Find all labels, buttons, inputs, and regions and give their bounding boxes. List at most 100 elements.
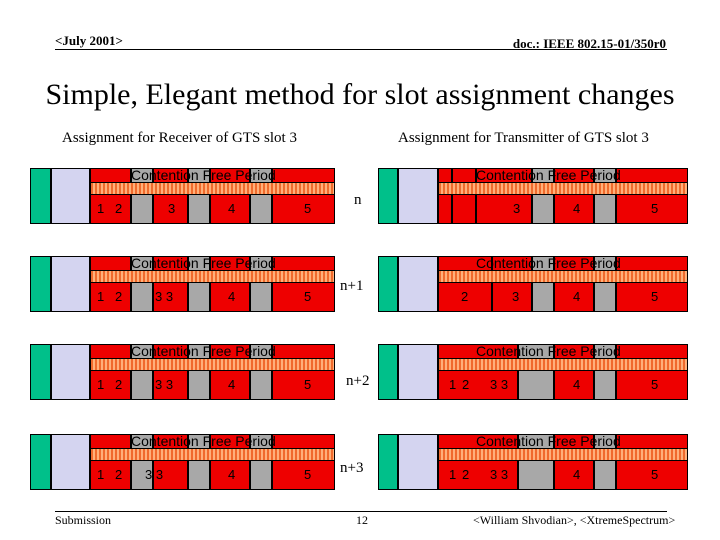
left-row1-gts-slot — [90, 168, 131, 224]
left-row2-slot-label: 5 — [304, 289, 312, 304]
left-row2-beacon-slot — [30, 256, 51, 312]
right-row4-cfp-label: Contention Free Period — [476, 433, 621, 449]
right-row1-gts-slot — [452, 168, 476, 224]
right-row2-gts-slot — [492, 256, 532, 312]
left-row1-slot-label: 1 — [97, 201, 105, 216]
header-rule — [55, 49, 667, 50]
right-row1-beacon-slot — [378, 168, 398, 224]
right-row1-gts-slot — [438, 168, 452, 224]
left-row1-gts-slot — [272, 168, 335, 224]
right-row4-gts-slot — [554, 434, 594, 490]
right-row4-slot-label: 3 3 — [490, 467, 509, 482]
right-row4-idle-slot — [518, 434, 554, 490]
left-row4-slot-label: 2 — [115, 467, 123, 482]
superframe-step-label: n — [354, 192, 362, 208]
right-row3-contention-access-period — [398, 344, 438, 400]
right-row3-slot-label: 2 — [462, 377, 470, 392]
right-row2-beacon-slot — [378, 256, 398, 312]
right-row2-slot-label: 5 — [651, 289, 659, 304]
right-row2-slot-label: 2 — [461, 289, 469, 304]
left-row4-gts-slot — [210, 434, 250, 490]
right-row3-slot-label: 1 — [449, 377, 457, 392]
left-row2-gts-slot — [272, 256, 335, 312]
left-row4-cfp-bar — [90, 448, 335, 461]
left-row3-cfp-label: Contention Free Period — [131, 343, 276, 359]
right-row3-gts-slot — [438, 344, 518, 400]
left-row3-slot-label: 2 — [115, 377, 123, 392]
left-row4-contention-access-period — [51, 434, 90, 490]
left-row3-beacon-slot — [30, 344, 51, 400]
left-row1-cfp-bar — [90, 182, 335, 195]
right-row4-cfp-bar — [438, 448, 688, 461]
right-row1-slot-label: 4 — [573, 201, 581, 216]
left-row4-slot-label: 5 — [304, 467, 312, 482]
left-row4-cfp-label: Contention Free Period — [131, 433, 276, 449]
right-row1-slot-label: 3 — [513, 201, 521, 216]
left-row1-cfp-label: Contention Free Period — [131, 167, 276, 183]
left-row2-cfp-bar — [90, 270, 335, 283]
left-row1-slot-label: 4 — [228, 201, 236, 216]
right-row1-gts-slot — [476, 168, 532, 224]
right-row1-slot-label: 5 — [651, 201, 659, 216]
left-row1-contention-access-period — [51, 168, 90, 224]
right-row4-gts-slot — [616, 434, 688, 490]
left-row2-contention-access-period — [51, 256, 90, 312]
right-row3-idle-slot — [518, 344, 554, 400]
left-row4-beacon-slot — [30, 434, 51, 490]
right-subtitle: Assignment for Transmitter of GTS slot 3 — [398, 130, 649, 146]
left-row3-slot-label: 3 3 — [155, 377, 174, 392]
right-row4-slot-label: 2 — [462, 467, 470, 482]
left-row3-slot-label: 5 — [304, 377, 312, 392]
left-row3-contention-access-period — [51, 344, 90, 400]
left-row2-slot-label: 1 — [97, 289, 105, 304]
superframe-step-label: n+1 — [340, 278, 364, 294]
right-row2-gts-slot — [616, 256, 688, 312]
right-row3-beacon-slot — [378, 344, 398, 400]
footer-rule — [55, 511, 667, 512]
right-row3-cfp-label: Contention Free Period — [476, 343, 621, 359]
left-row1-slot-label: 3 — [168, 201, 176, 216]
right-row3-slot-label: 5 — [651, 377, 659, 392]
left-row2-gts-slot — [210, 256, 250, 312]
left-row3-slot-label: 4 — [228, 377, 236, 392]
right-row1-contention-access-period — [398, 168, 438, 224]
right-row2-cfp-label: Contention Free Period — [476, 255, 621, 271]
right-row3-gts-slot — [554, 344, 594, 400]
left-row2-gts-slot — [153, 256, 188, 312]
left-row4-gts-slot — [272, 434, 335, 490]
left-row4-slot-label: 4 — [228, 467, 236, 482]
right-row2-cfp-bar — [438, 270, 688, 283]
right-row1-cfp-label: Contention Free Period — [476, 167, 621, 183]
right-row4-slot-label: 1 — [449, 467, 457, 482]
left-row4-gts-slot — [153, 434, 188, 490]
left-row1-gts-slot — [153, 168, 188, 224]
left-row2-slot-label: 3 3 — [155, 289, 174, 304]
left-row4-slot-label: 1 — [97, 467, 105, 482]
left-row4-gts-slot — [90, 434, 131, 490]
left-row1-slot-label: 5 — [304, 201, 312, 216]
right-row2-slot-label: 3 — [512, 289, 520, 304]
right-row4-slot-label: 5 — [651, 467, 659, 482]
left-row4-slot-label: 3 3 — [145, 467, 164, 482]
superframe-step-label: n+3 — [340, 460, 364, 476]
right-row2-contention-access-period — [398, 256, 438, 312]
footer-authors: <William Shvodian>, <XtremeSpectrum> — [473, 513, 676, 527]
right-row2-gts-slot — [438, 256, 492, 312]
right-row1-gts-slot — [616, 168, 688, 224]
superframe-step-label: n+2 — [346, 373, 370, 389]
page-title: Simple, Elegant method for slot assignme… — [45, 78, 675, 111]
right-row1-gts-slot — [554, 168, 594, 224]
left-row2-slot-label: 4 — [228, 289, 236, 304]
right-row3-cfp-bar — [438, 358, 688, 371]
footer-page-number: 12 — [356, 513, 368, 527]
left-row1-beacon-slot — [30, 168, 51, 224]
left-row3-gts-slot — [210, 344, 250, 400]
right-row4-contention-access-period — [398, 434, 438, 490]
right-row3-gts-slot — [616, 344, 688, 400]
left-row2-cfp-label: Contention Free Period — [131, 255, 276, 271]
left-row3-gts-slot — [90, 344, 131, 400]
left-row2-gts-slot — [90, 256, 131, 312]
right-row2-slot-label: 4 — [573, 289, 581, 304]
header-date: <July 2001> — [55, 33, 123, 48]
right-row3-slot-label: 3 3 — [490, 377, 509, 392]
